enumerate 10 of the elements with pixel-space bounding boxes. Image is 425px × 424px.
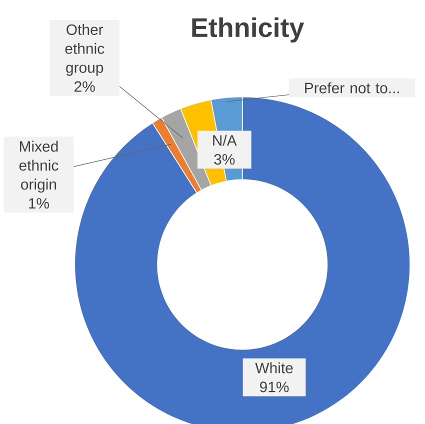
- slice-label: Prefer not to...: [305, 82, 400, 94]
- slice-label: Mixed ethnic origin: [19, 140, 58, 193]
- slice-label: White: [255, 362, 293, 374]
- data-label: 1%: [29, 198, 49, 208]
- data-label: 91%: [260, 382, 289, 392]
- chart-title: Ethnicity: [192, 17, 304, 42]
- slice-label: N/A: [213, 134, 237, 146]
- data-label: 3%: [214, 154, 235, 165]
- slice-label: Other ethnic group: [65, 24, 104, 76]
- data-label: 2%: [74, 81, 95, 92]
